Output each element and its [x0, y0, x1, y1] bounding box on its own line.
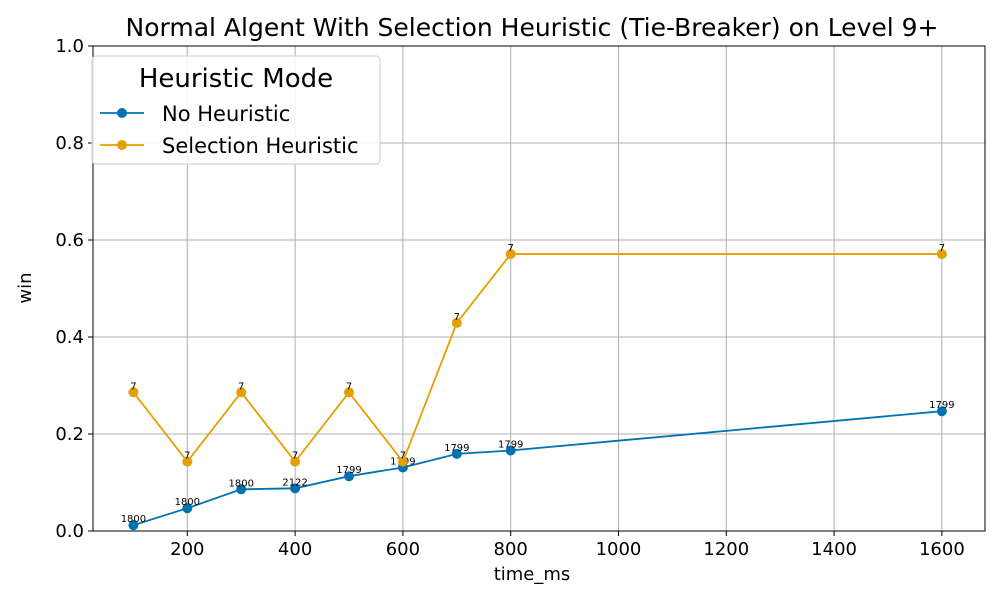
- legend-entry: Selection Heuristic: [100, 134, 359, 158]
- y-tick-label: 1.0: [55, 36, 84, 57]
- data-point: [451, 448, 462, 459]
- x-tick-label: 600: [386, 539, 420, 560]
- series-layer: 1800180018002122179917991799179917997777…: [121, 243, 955, 531]
- y-tick-label: 0.0: [55, 521, 84, 542]
- x-tick-label: 1400: [811, 539, 857, 560]
- data-point: [182, 456, 193, 467]
- data-point: [290, 456, 301, 467]
- legend-marker: [117, 140, 127, 150]
- data-point: [451, 317, 462, 328]
- legend-label: No Heuristic: [162, 102, 290, 126]
- x-tick-label: 800: [494, 539, 528, 560]
- data-label: 1799: [929, 400, 954, 411]
- data-point: [397, 456, 408, 467]
- data-label: 7: [346, 381, 352, 392]
- data-label: 7: [238, 381, 244, 392]
- data-label: 7: [400, 451, 406, 462]
- data-label: 7: [454, 312, 460, 323]
- x-tick-label: 400: [278, 539, 312, 560]
- data-label: 1800: [121, 514, 146, 525]
- x-tick-label: 1200: [703, 539, 749, 560]
- legend-label: Selection Heuristic: [162, 134, 359, 158]
- legend-marker: [117, 108, 127, 118]
- data-label: 7: [184, 451, 190, 462]
- axis-ticks: 200 400 600 800 1000 1200 1400 1600 0.0 0.2 0.4 0.6…: [55, 36, 964, 560]
- data-point: [182, 503, 193, 514]
- data-label: 1800: [228, 478, 253, 489]
- legend-entries: No Heuristic Selection Heuristic: [100, 102, 359, 158]
- data-label: 7: [130, 381, 136, 392]
- data-label: 7: [508, 243, 514, 254]
- y-tick-label: 0.8: [55, 133, 84, 154]
- data-label: 2122: [282, 477, 307, 488]
- data-label: 1799: [336, 465, 361, 476]
- data-label: 1799: [498, 439, 523, 450]
- data-label: 7: [292, 451, 298, 462]
- data-point: [290, 483, 301, 494]
- data-point: [936, 406, 947, 417]
- chart-title: Normal Algent With Selection Heuristic (…: [126, 13, 939, 42]
- data-point: [236, 484, 247, 495]
- legend: Heuristic Mode No Heuristic Selection Heu…: [91, 55, 381, 165]
- data-point: [236, 387, 247, 398]
- data-point: [128, 387, 139, 398]
- data-point: [505, 249, 516, 260]
- legend-title: Heuristic Mode: [139, 64, 333, 94]
- legend-entry: No Heuristic: [100, 102, 290, 126]
- data-label: 7: [939, 243, 945, 254]
- data-label: 1800: [175, 497, 200, 508]
- x-tick-label: 1000: [596, 539, 642, 560]
- y-axis-label: win: [15, 272, 36, 303]
- data-point: [344, 471, 355, 482]
- data-label: 1799: [444, 443, 469, 454]
- x-tick-label: 1600: [919, 539, 965, 560]
- y-tick-label: 0.6: [55, 230, 84, 251]
- series-2: 7 7 7 7 7 7 7 7 7: [128, 243, 947, 467]
- y-tick-label: 0.2: [55, 424, 84, 445]
- x-axis-label: time_ms: [494, 564, 571, 585]
- data-point: [505, 445, 516, 456]
- data-point: [936, 249, 947, 260]
- data-point: [344, 387, 355, 398]
- plot-frame: [92, 45, 986, 532]
- y-tick-label: 0.4: [55, 327, 84, 348]
- x-tick-label: 200: [170, 539, 204, 560]
- data-point: [128, 520, 139, 531]
- legend-box: [91, 55, 381, 165]
